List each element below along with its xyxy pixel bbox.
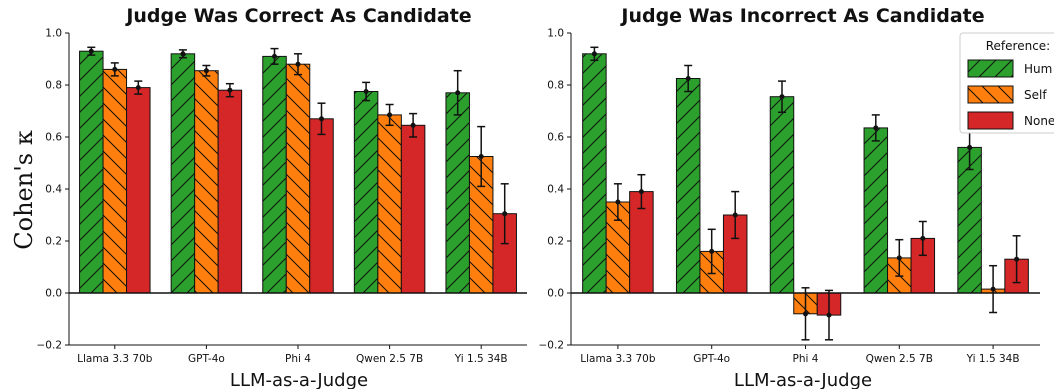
x-axis-label: LLM-as-a-Judge xyxy=(734,370,872,389)
x-tick-label: Llama 3.3 70b xyxy=(77,353,153,365)
chart-panel-correct: Judge Was Correct As Candidate LLM-as-a-… xyxy=(37,5,527,389)
mean-point xyxy=(990,286,996,292)
mean-point xyxy=(1014,256,1020,262)
bar-hatch xyxy=(445,92,470,293)
mean-point xyxy=(363,89,369,94)
mean-point xyxy=(873,125,879,131)
legend-label-self: Self xyxy=(1024,88,1047,102)
mean-point xyxy=(272,53,277,59)
bar-hatch xyxy=(171,53,195,293)
y-axis-label: Cohen's κ xyxy=(10,130,38,249)
mean-point xyxy=(227,87,233,93)
mean-point xyxy=(591,51,597,57)
bar-none xyxy=(911,238,935,293)
x-axis-label: LLM-as-a-Judge xyxy=(230,370,368,389)
bar-hatch xyxy=(103,69,127,294)
y-tick-label: 1.0 xyxy=(547,28,564,40)
x-tick-label: GPT-4o xyxy=(188,353,225,365)
y-tick-label: 1.0 xyxy=(45,28,62,40)
y-tick-label: 0.8 xyxy=(547,80,564,92)
bar-hatch xyxy=(469,156,493,293)
mean-point xyxy=(410,122,416,128)
mean-point xyxy=(967,144,973,150)
bar-none xyxy=(723,215,747,293)
bar-hatch xyxy=(770,96,794,293)
bar-hatch xyxy=(286,64,310,293)
bar-hatch xyxy=(79,51,104,294)
mean-point xyxy=(502,211,508,217)
chart-title: Judge Was Correct As Candidate xyxy=(124,5,471,27)
bar-hatch xyxy=(194,70,219,293)
bar-hatch xyxy=(864,127,888,294)
y-tick-label: 0.2 xyxy=(45,236,62,248)
legend: Reference: Hum Self None xyxy=(959,32,1054,134)
x-tick-label: Yi 1.5 34B xyxy=(966,353,1020,365)
x-tick-label: Qwen 2.5 7B xyxy=(866,353,933,365)
bar-hatch xyxy=(582,53,607,293)
mean-point xyxy=(180,51,186,57)
y-tick-label: 0.8 xyxy=(45,80,62,92)
bar-none xyxy=(401,125,425,293)
bar-hatch xyxy=(676,78,700,293)
mean-point xyxy=(478,154,484,159)
bar-hatch xyxy=(262,56,287,294)
legend-entry-none: None xyxy=(967,111,1054,130)
bar-hatch xyxy=(377,114,402,294)
legend-box xyxy=(959,32,1054,134)
y-tick-label: 0.2 xyxy=(547,236,564,248)
y-tick-label: 0.6 xyxy=(547,132,564,144)
chart-panel-incorrect: Judge Was Incorrect As Candidate LLM-as-… xyxy=(539,5,1040,389)
mean-point xyxy=(826,312,832,318)
mean-point xyxy=(896,255,902,261)
bar-none xyxy=(126,87,151,293)
legend-title: Reference: xyxy=(986,39,1050,53)
x-tick-label: Phi 4 xyxy=(285,353,311,365)
y-tick-label: 0.4 xyxy=(45,184,62,196)
y-tick-label: −0.2 xyxy=(539,340,565,352)
mean-point xyxy=(88,48,94,54)
mean-point xyxy=(732,212,738,218)
mean-point xyxy=(387,112,393,118)
mean-point xyxy=(112,66,118,72)
x-tick-label: Qwen 2.5 7B xyxy=(356,353,423,365)
legend-label-hum: Hum xyxy=(1024,62,1052,76)
chart-title: Judge Was Incorrect As Candidate xyxy=(619,5,984,27)
y-tick-label: 0.0 xyxy=(547,288,564,300)
bar-hatch xyxy=(354,91,378,293)
mean-point xyxy=(455,90,461,96)
y-tick-label: 0.4 xyxy=(547,184,564,196)
x-tick-label: Phi 4 xyxy=(793,353,819,365)
mean-point xyxy=(319,116,324,122)
x-tick-label: Yi 1.5 34B xyxy=(454,353,508,365)
mean-point xyxy=(685,76,691,81)
mean-point xyxy=(709,248,715,254)
bar-hatch xyxy=(957,147,982,293)
mean-point xyxy=(135,85,141,91)
x-tick-label: Llama 3.3 70b xyxy=(580,353,656,365)
legend-entry-self: Self xyxy=(967,85,1047,104)
bar-none xyxy=(629,191,654,293)
mean-point xyxy=(615,199,621,205)
y-tick-label: 0.6 xyxy=(45,132,62,144)
bar-none xyxy=(218,90,242,293)
mean-point xyxy=(779,94,785,100)
x-tick-label: GPT-4o xyxy=(693,353,730,365)
mean-point xyxy=(638,189,644,195)
y-tick-label: −0.2 xyxy=(37,340,63,352)
legend-label-none: None xyxy=(1024,114,1054,128)
mean-point xyxy=(203,68,209,74)
bar-hatch xyxy=(606,202,630,293)
mean-point xyxy=(920,235,926,241)
y-tick-label: 0.0 xyxy=(45,288,62,300)
legend-entry-hum: Hum xyxy=(967,59,1052,78)
mean-point xyxy=(295,61,301,67)
bar-none xyxy=(492,213,517,293)
mean-point xyxy=(803,311,808,317)
bar-none xyxy=(309,118,334,293)
legend-swatch-none xyxy=(967,111,1014,130)
